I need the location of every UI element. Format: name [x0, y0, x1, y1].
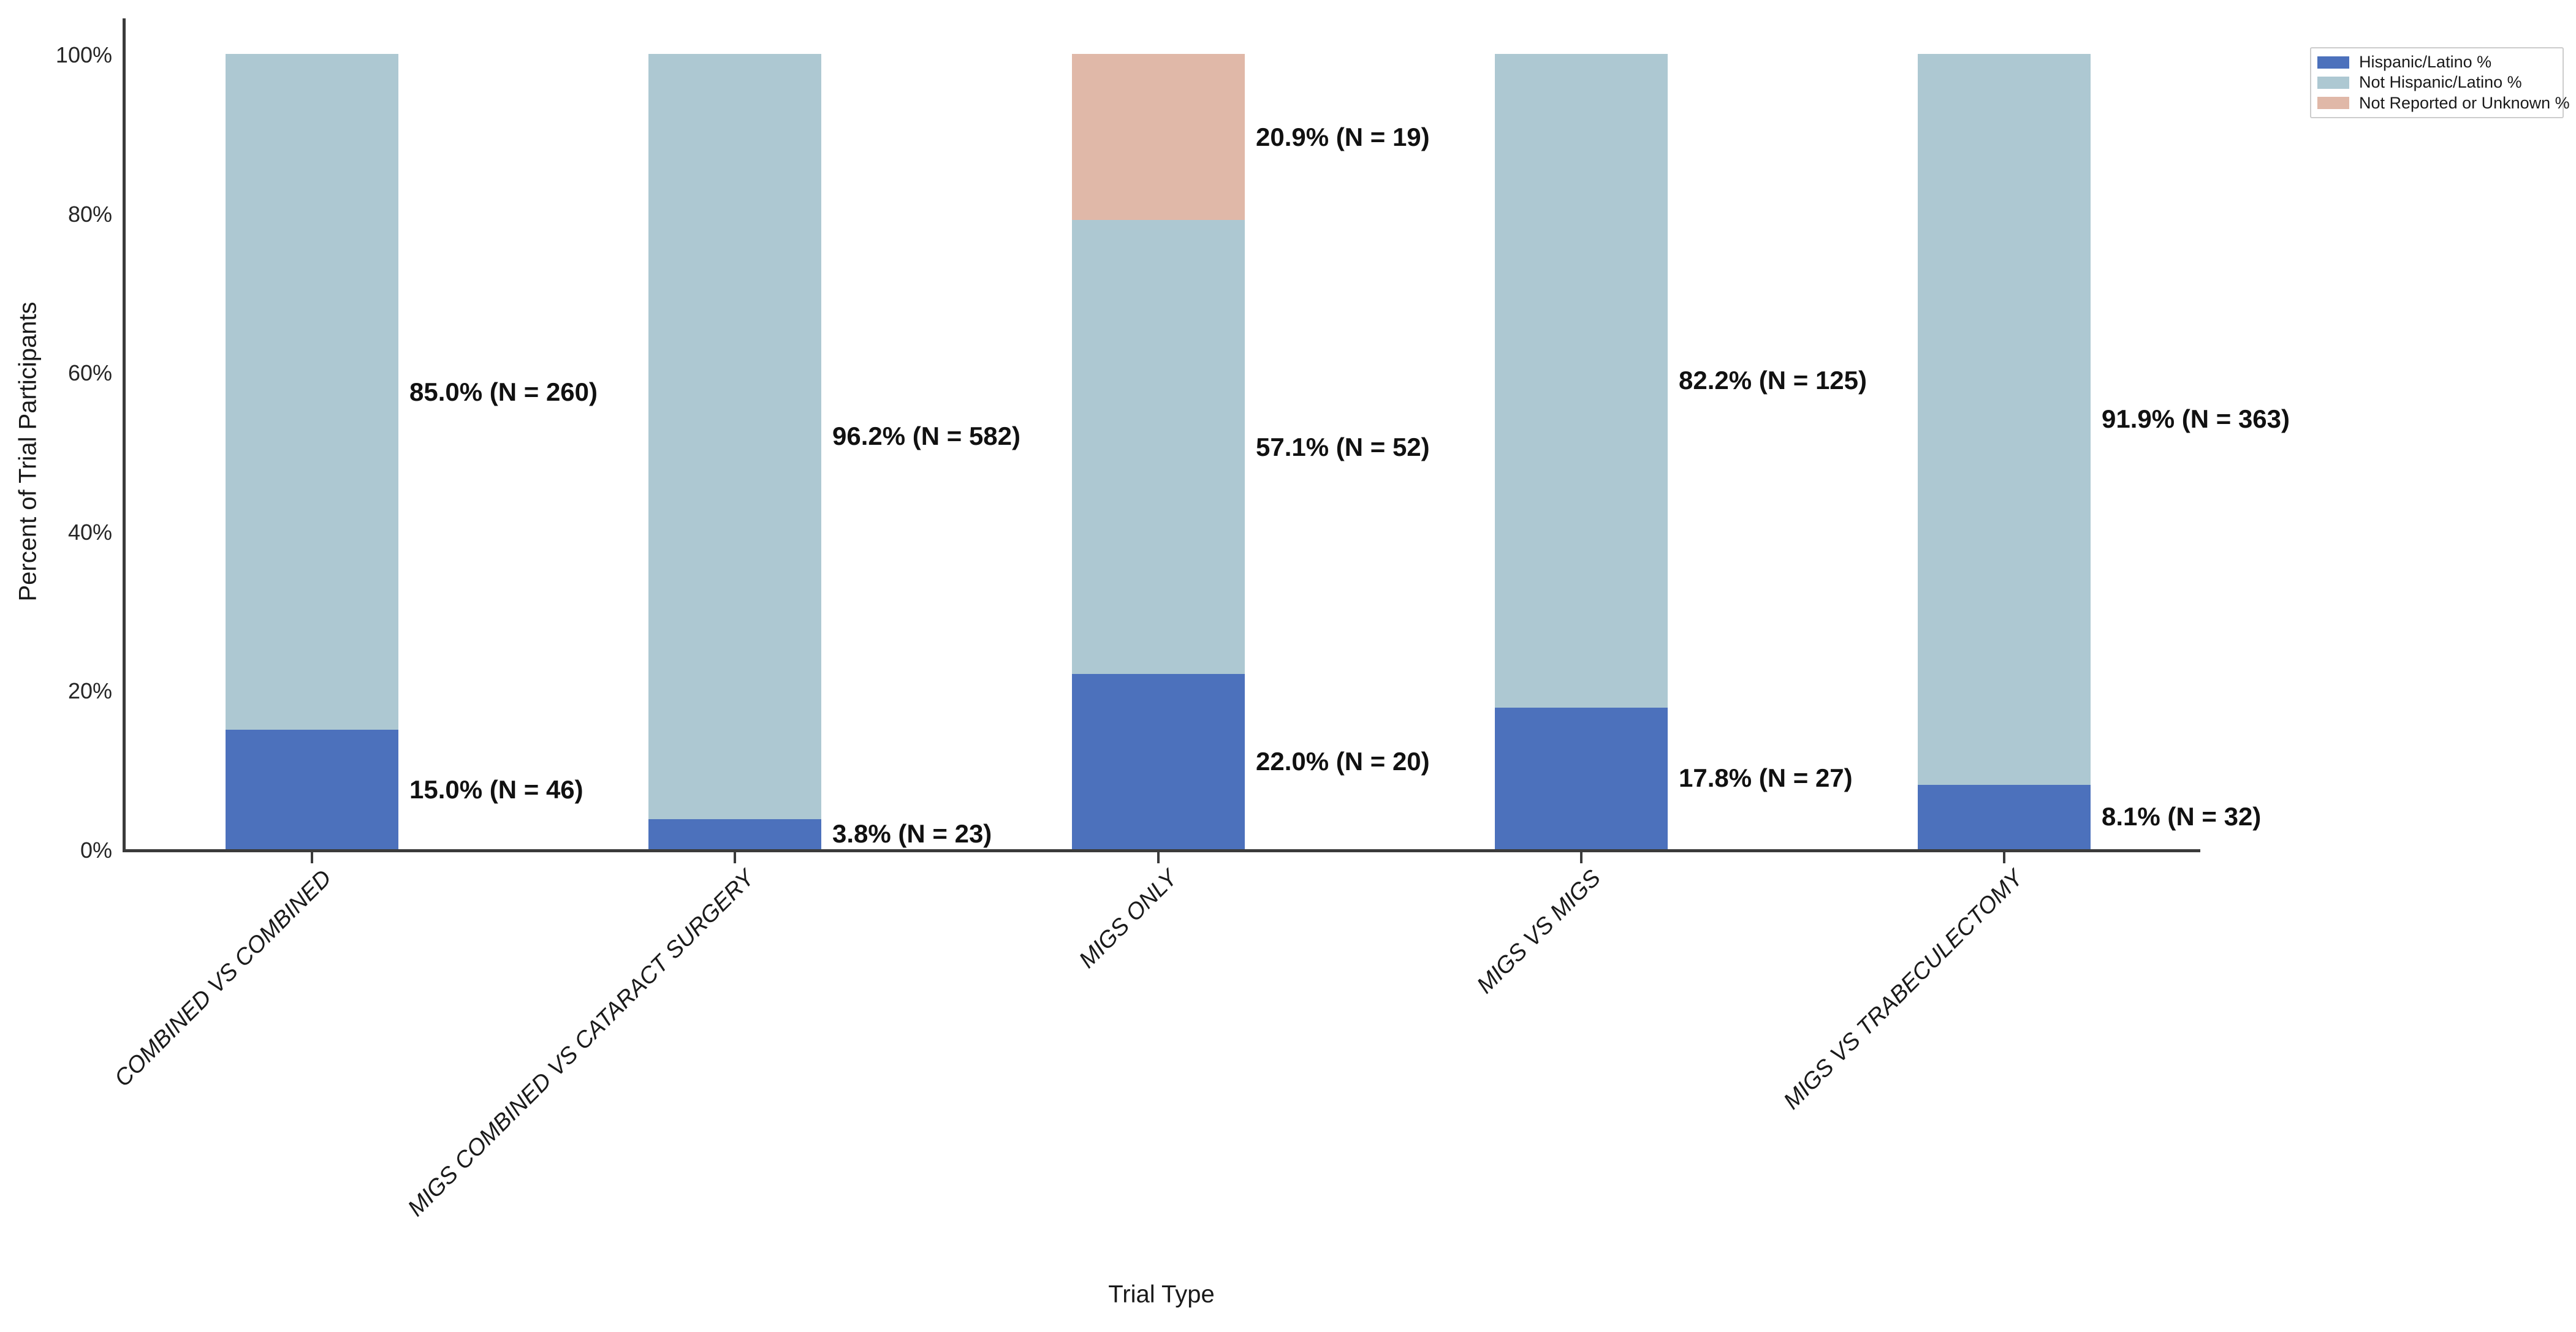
legend-label: Not Hispanic/Latino %	[2359, 73, 2522, 92]
segment-value-label: 8.1% (N = 32)	[2102, 802, 2262, 831]
x-axis-spine	[123, 849, 2200, 852]
legend-row: Not Reported or Unknown %	[2317, 94, 2570, 113]
legend-swatch-icon	[2317, 97, 2349, 110]
segment-value-label: 57.1% (N = 52)	[1256, 432, 1430, 461]
segment-value-label: 82.2% (N = 125)	[1679, 366, 1867, 395]
legend-swatch-icon	[2317, 76, 2349, 89]
bar-segment	[1072, 674, 1245, 849]
y-tick-label: 0%	[80, 838, 112, 863]
segment-value-label: 17.8% (N = 27)	[1679, 763, 1853, 793]
segment-value-label: 22.0% (N = 20)	[1256, 747, 1430, 776]
legend-label: Hispanic/Latino %	[2359, 53, 2492, 72]
legend-swatch-icon	[2317, 56, 2349, 69]
x-tick-label-text: MIGS ONLY	[1074, 865, 1183, 974]
y-tick-label: 20%	[67, 678, 112, 704]
segment-value-label: 85.0% (N = 260)	[409, 377, 598, 406]
y-tick-label: 40%	[67, 519, 112, 545]
y-axis-title: Percent of Trial Participants	[14, 301, 42, 602]
x-tick-mark	[2003, 852, 2005, 863]
segment-value-label: 15.0% (N = 46)	[409, 774, 583, 804]
x-tick-mark	[734, 852, 736, 863]
bar-segment	[226, 54, 398, 730]
x-tick-label-text: MIGS VS MIGS	[1472, 865, 1606, 999]
x-tick-mark	[1157, 852, 1160, 863]
legend: Hispanic/Latino % Not Hispanic/Latino % No…	[2310, 47, 2570, 118]
x-tick-mark	[1580, 852, 1582, 863]
legend-row: Not Hispanic/Latino %	[2317, 73, 2556, 92]
y-tick-label: 100%	[55, 42, 112, 67]
segment-value-label: 91.9% (N = 363)	[2102, 404, 2290, 434]
y-tick-label: 60%	[67, 360, 112, 386]
legend-row: Hispanic/Latino %	[2317, 53, 2556, 72]
segment-value-label: 96.2% (N = 582)	[832, 422, 1021, 451]
segment-value-label: 3.8% (N = 23)	[832, 819, 992, 849]
bar-segment	[648, 819, 821, 849]
y-axis-spine	[123, 18, 126, 852]
bar-segment	[1495, 707, 1668, 849]
legend-label: Not Reported or Unknown %	[2359, 93, 2570, 112]
x-tick-label-text: COMBINED VS COMBINED	[109, 865, 336, 1092]
bar-segment	[1918, 54, 2091, 785]
x-axis-title: Trial Type	[1108, 1281, 1215, 1308]
y-tick-label: 80%	[67, 201, 112, 227]
bar-segment	[1072, 220, 1245, 675]
bar-segment	[226, 730, 398, 849]
x-tick-mark	[311, 852, 313, 863]
bar-segment	[1072, 54, 1245, 221]
segment-value-label: 20.9% (N = 19)	[1256, 122, 1430, 151]
x-tick-label-text: MIGS COMBINED VS CATARACT SURGERY	[403, 865, 759, 1222]
x-tick-label-text: MIGS VS TRABECULECTOMY	[1779, 865, 2029, 1114]
bar-segment	[1918, 784, 2091, 849]
bar-segment	[648, 54, 821, 819]
bar-segment	[1495, 54, 1668, 708]
